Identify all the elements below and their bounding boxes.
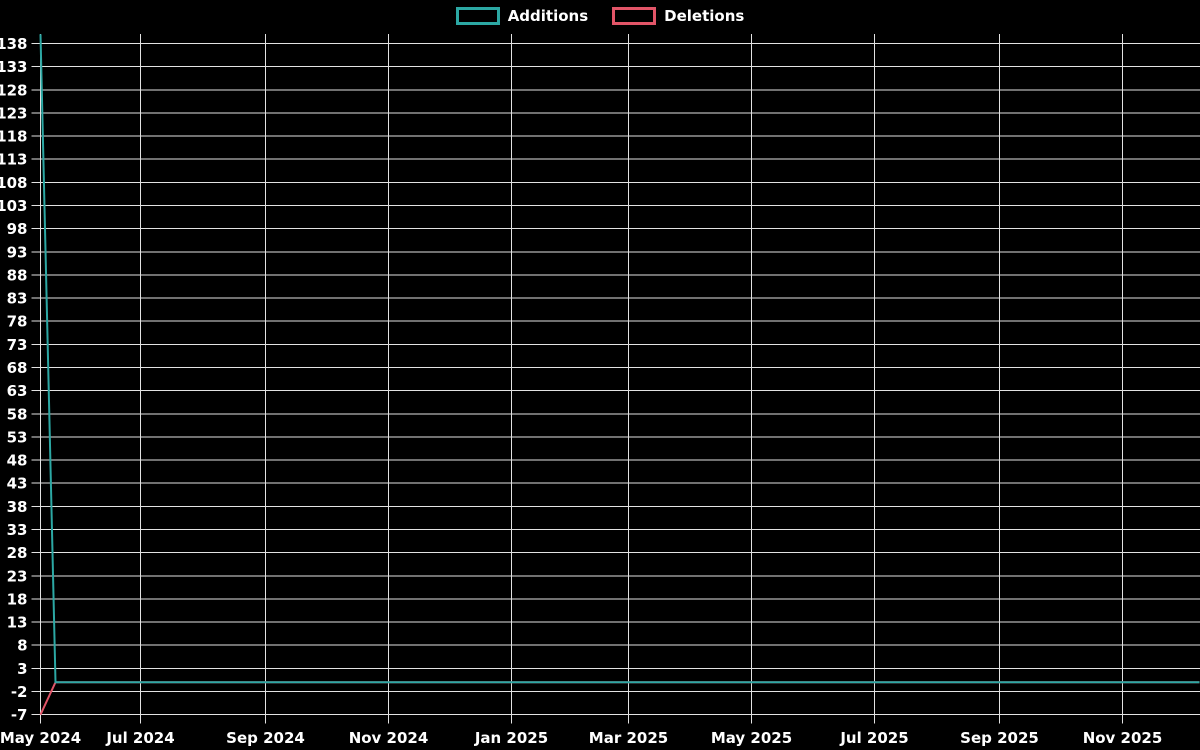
y-tick-label: -2: [11, 683, 28, 701]
x-tick-label: Sep 2025: [960, 729, 1039, 747]
y-tick-label: -7: [11, 706, 28, 724]
x-tick-label: May 2025: [711, 729, 792, 747]
y-tick-label: 108: [0, 174, 28, 192]
legend-item-deletions[interactable]: Deletions: [612, 7, 744, 25]
y-tick-label: 133: [0, 58, 28, 76]
y-tick-label: 48: [7, 452, 28, 470]
y-tick-label: 138: [0, 35, 28, 53]
legend-label-additions: Additions: [507, 6, 589, 25]
additions-line: [39, 34, 1200, 684]
y-tick-label: 78: [7, 313, 28, 331]
y-tick-label: 28: [7, 544, 28, 562]
x-tick-label: Jul 2025: [839, 729, 908, 747]
deletions-swatch-icon: [612, 7, 657, 25]
y-axis-labels: -7-2381318232833384348535863687378838893…: [0, 35, 28, 724]
y-tick-label: 38: [7, 498, 28, 516]
y-tick-label: 8: [17, 637, 27, 655]
y-tick-label: 63: [7, 382, 28, 400]
y-tick-label: 123: [0, 104, 28, 122]
x-tick-label: Jul 2024: [105, 729, 174, 747]
deletions-line: [39, 681, 1200, 716]
x-tick-label: Sep 2024: [226, 729, 305, 747]
x-tick-label: May 2024: [0, 729, 81, 747]
y-tick-label: 98: [7, 220, 28, 238]
x-tick-label: Mar 2025: [589, 729, 668, 747]
x-tick-label: Jan 2025: [474, 729, 548, 747]
chart-legend: Additions Deletions: [0, 7, 1200, 25]
y-tick-label: 58: [7, 405, 28, 423]
x-axis-labels: May 2024 Jul 2024 Sep 2024 Nov 2024 Jan 2025…: [0, 729, 1162, 747]
y-tick-label: 53: [7, 428, 28, 446]
y-tick-label: 103: [0, 197, 28, 215]
y-tick-label: 43: [7, 475, 28, 493]
y-tick-label: 113: [0, 151, 28, 169]
y-tick-label: 88: [7, 266, 28, 284]
y-tick-label: 13: [7, 614, 28, 632]
y-tick-label: 3: [17, 660, 27, 678]
x-tick-label: Nov 2024: [349, 729, 429, 747]
y-tick-label: 118: [0, 128, 28, 146]
y-tick-label: 93: [7, 243, 28, 261]
y-tick-label: 83: [7, 290, 28, 308]
y-tick-label: 18: [7, 590, 28, 608]
additions-swatch-icon: [455, 7, 500, 25]
legend-item-additions[interactable]: Additions: [455, 6, 589, 25]
gridlines: [31, 34, 1200, 724]
y-tick-label: 73: [7, 336, 28, 354]
y-tick-label: 33: [7, 521, 28, 539]
x-tick-label: Nov 2025: [1083, 729, 1163, 747]
y-tick-label: 68: [7, 359, 28, 377]
y-tick-label: 23: [7, 567, 28, 585]
y-tick-label: 128: [0, 81, 28, 99]
legend-label-deletions: Deletions: [664, 6, 745, 25]
